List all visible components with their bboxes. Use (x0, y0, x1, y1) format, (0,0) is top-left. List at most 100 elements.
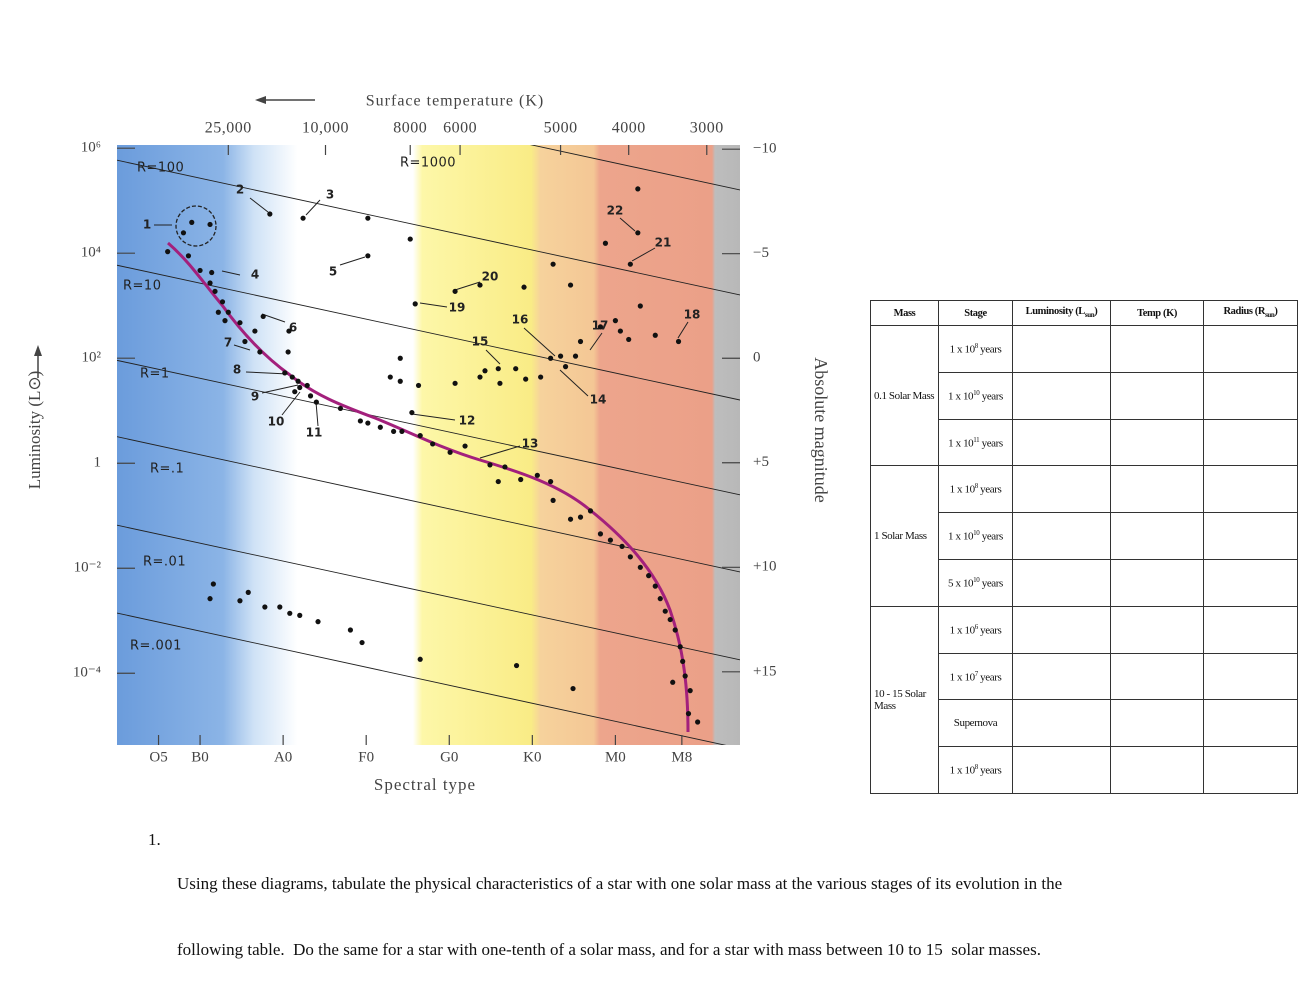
star-point (637, 564, 643, 570)
star-point (567, 516, 574, 522)
star-label: 5 (329, 265, 337, 279)
label-leader (485, 349, 501, 365)
star-label: 19 (449, 301, 466, 315)
star-point (612, 318, 619, 324)
header-cell: Luminosity (Lsun) (1012, 300, 1111, 326)
star-point (219, 299, 226, 305)
radius-label: R=.001 (130, 639, 182, 654)
table-row: 10 - 15 Solar Mass 1 x 106 years (870, 605, 1298, 794)
label-leader (261, 313, 286, 323)
star-point (597, 324, 604, 330)
stage-base: 1 x 10 (949, 624, 976, 637)
empty-cell (1012, 699, 1111, 748)
y2-axis-label: Absolute magnitude (811, 357, 831, 502)
label-leader (454, 281, 481, 291)
star-point (337, 405, 344, 412)
table-row: 1 x 108 years (871, 746, 1298, 794)
star-point (189, 219, 195, 225)
stage-base: 5 x 10 (948, 577, 974, 590)
header-cell: Stage (938, 300, 1013, 326)
stage-unit: years (981, 390, 1004, 403)
empty-cell (1203, 605, 1298, 654)
star-point (365, 253, 371, 259)
stage-base: 1 x 10 (949, 671, 976, 684)
star-point (417, 656, 423, 662)
star-point (289, 374, 295, 380)
star-point (487, 462, 493, 468)
star-label: 1 (143, 218, 151, 232)
star-label: 8 (233, 363, 241, 377)
label-leader (419, 302, 448, 308)
top-axis-label: Surface temperature (K) (366, 93, 544, 110)
star-point (557, 353, 564, 359)
star-point (513, 366, 519, 372)
empty-cell (1110, 325, 1204, 373)
star-point (657, 596, 663, 602)
x-tick-label: B0 (191, 749, 209, 765)
header-subscript: sun (1265, 311, 1275, 320)
star-point (637, 303, 643, 309)
star-point (670, 679, 676, 685)
star-point (397, 378, 403, 384)
label-leader (411, 413, 456, 421)
star-point (315, 619, 321, 625)
star-point (523, 376, 529, 382)
empty-cell (1110, 746, 1204, 794)
star-point (207, 221, 213, 228)
empty-cell (1203, 465, 1298, 514)
question: 1. Using these diagrams, tabulate the ph… (148, 829, 1062, 959)
label-leader (281, 391, 301, 416)
temperature-tick-label: 25,000 (205, 120, 252, 137)
temperature-tick-label: 8000 (393, 120, 427, 137)
star-point (646, 573, 652, 579)
star-label: 12 (459, 414, 476, 428)
x-tick-label: A0 (274, 749, 292, 765)
label-leader (261, 384, 299, 394)
star-point (677, 644, 683, 650)
radius-line (117, 159, 740, 296)
star-point (635, 186, 641, 192)
label-leader (249, 197, 269, 213)
star-point (619, 543, 625, 549)
stage-exponent: 8 (974, 342, 979, 351)
y2-tick-label: +10 (753, 559, 776, 575)
x-tick-label: M8 (671, 749, 692, 765)
star-point (207, 280, 213, 286)
empty-cell (1110, 418, 1204, 467)
stage-cell: 1 x 108 years (938, 325, 1013, 373)
radius-line (117, 359, 740, 496)
star-point (518, 476, 524, 483)
y-tick-label: 10⁴ (81, 245, 101, 261)
radius-line (117, 436, 740, 573)
star-point (495, 478, 501, 485)
star-point (415, 382, 422, 389)
star-point (635, 230, 641, 236)
y-tick-label: 10² (82, 350, 102, 366)
y-tick-label: 10⁶ (81, 140, 101, 156)
stage-base: 1 x 10 (948, 390, 974, 403)
star-point (359, 639, 365, 646)
star-point (222, 318, 228, 324)
star-point (502, 464, 508, 470)
temperature-tick-label: 4000 (612, 120, 646, 137)
star-point (597, 531, 604, 537)
star-point (225, 309, 231, 315)
star-point (680, 658, 686, 664)
header-text: ) (1274, 306, 1278, 318)
label-leader (631, 247, 656, 262)
star-point (257, 349, 263, 355)
radius-label: R=10 (123, 279, 161, 294)
stage-unit: years (981, 577, 1004, 590)
table-row: 0.1 Solar Mass 1 x 108 years (870, 324, 1298, 467)
x-axis-label: Spectral type (374, 775, 476, 794)
star-point (307, 393, 314, 399)
star-point (452, 288, 458, 294)
table-row: 1 x 1010 years (871, 512, 1298, 560)
empty-cell (1012, 325, 1111, 373)
star-point (617, 328, 623, 334)
empty-cell (1110, 371, 1204, 420)
empty-cell (1203, 558, 1298, 607)
star-point (587, 508, 594, 514)
empty-cell (1203, 699, 1298, 748)
page: Surface temperature (K) Spectral type Lu… (24, 92, 1298, 959)
